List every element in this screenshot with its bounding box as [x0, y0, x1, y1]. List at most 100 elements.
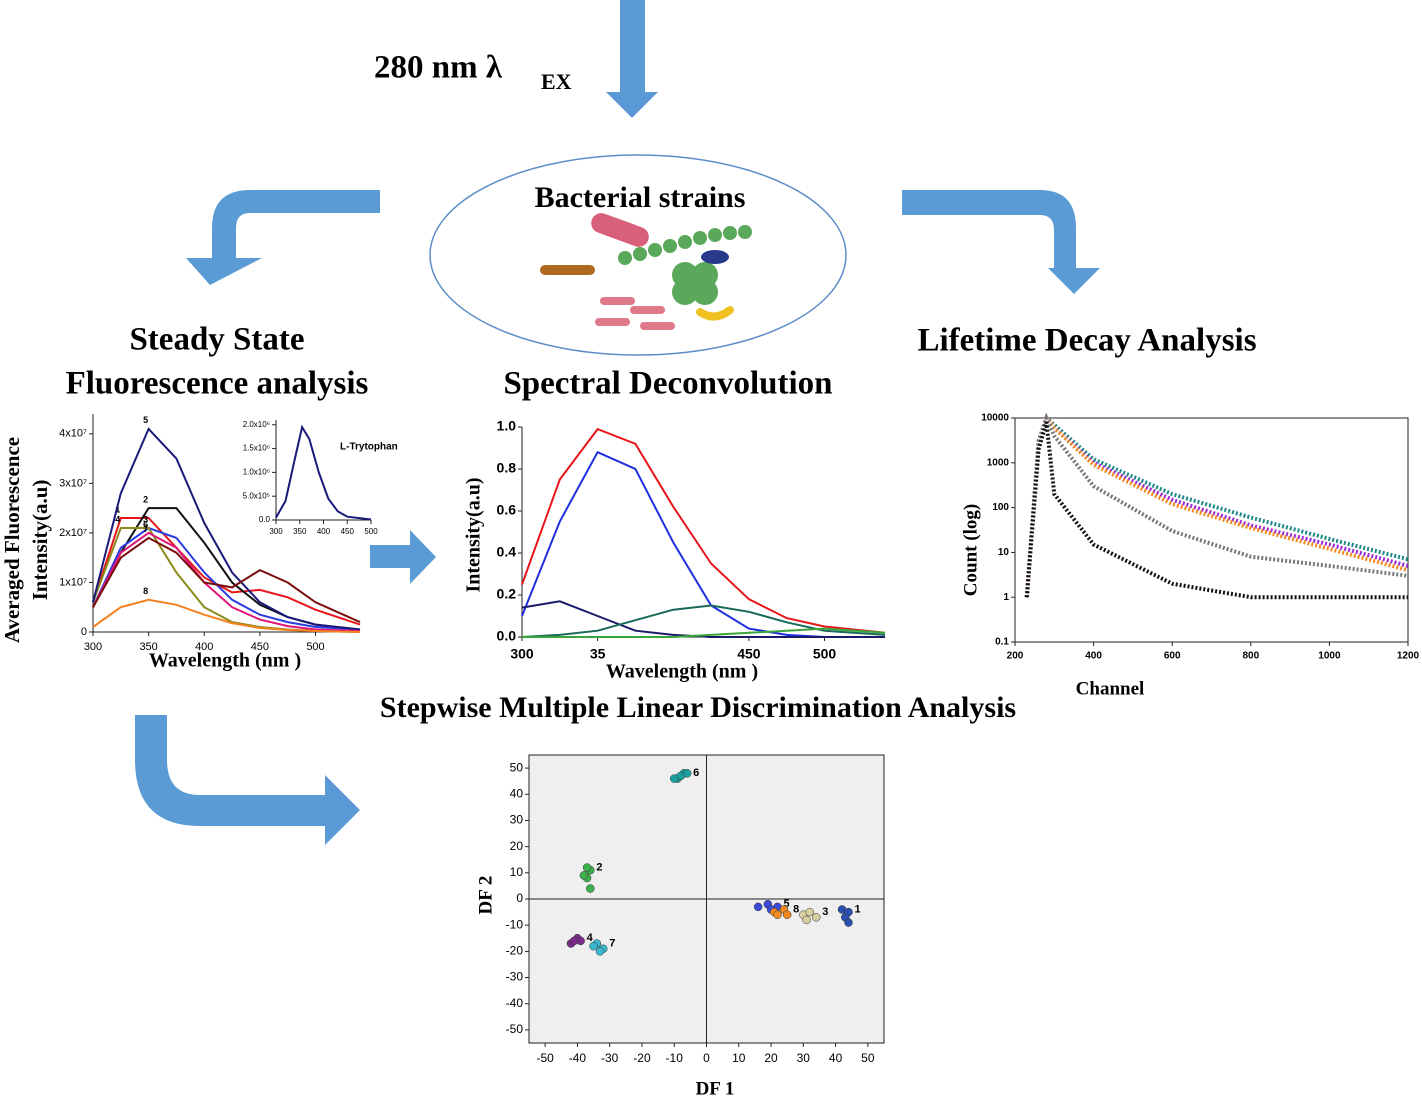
y-tick-label: -30: [506, 970, 524, 984]
series-line: [92, 598, 361, 633]
arrows: [135, 0, 1100, 845]
series-label: 8: [143, 586, 148, 596]
chart: -50 -40 -30 -20 -10 0 10 20 30 40 50-50-40-30-20-1…: [475, 754, 885, 1099]
y-tick-label: 0.4: [497, 544, 517, 560]
y-tick-label: 4x10⁷: [59, 428, 87, 440]
x-tick-label: -40: [569, 1051, 587, 1065]
y-tick-label: 0.1: [995, 637, 1009, 648]
x-tick-label: 500: [306, 641, 324, 653]
x-tick-label: 200: [1007, 651, 1024, 662]
arrow-small: [370, 530, 436, 584]
arrow-right: [902, 190, 1100, 294]
y-tick-label: -50: [506, 1022, 524, 1036]
series-line: [92, 536, 361, 624]
x-tick-label: 40: [829, 1051, 843, 1065]
bacteria: [540, 213, 752, 330]
y-tick-label: 1000: [987, 457, 1010, 468]
section-title: Lifetime Decay Analysis: [917, 323, 1256, 359]
point: [579, 871, 589, 880]
x-tick-label: 300: [510, 646, 534, 662]
x-tick-label: 35: [590, 646, 606, 662]
series-label: 4: [115, 514, 120, 524]
point: [569, 936, 579, 946]
x-tick-label: 400: [1085, 651, 1102, 662]
x-tick-label: 10: [732, 1051, 746, 1065]
x-tick-label: 600: [1164, 651, 1181, 662]
excitation-subscript: EX: [541, 69, 572, 94]
arrow-down: [606, 0, 658, 118]
y-tick-label: 10: [998, 547, 1010, 558]
x-tick-label: 450: [251, 641, 269, 653]
x-tick-label: 20: [764, 1051, 778, 1065]
x-tick-label: 350: [293, 527, 307, 536]
center-title: Bacterial strains: [535, 181, 746, 214]
x-tick-label: -30: [601, 1051, 619, 1065]
point: [811, 913, 821, 922]
series-label: 2: [143, 495, 148, 505]
series-label: 6: [143, 519, 148, 529]
y-axis-label: Intensity(a.u): [28, 480, 52, 601]
x-tick-label: 300: [269, 527, 283, 536]
series-line: [522, 627, 886, 638]
y-tick-label: 0: [516, 891, 523, 905]
cluster-label: 5: [784, 898, 790, 910]
x-tick-label: 500: [364, 527, 378, 536]
cluster-label: 3: [822, 906, 828, 918]
arrow-bottom: [135, 715, 360, 845]
series-label: L-Trytophan: [340, 442, 398, 453]
series-line: [1024, 421, 1408, 600]
y-tick-label: -40: [506, 996, 524, 1010]
x-tick-label: 500: [813, 646, 837, 662]
cluster-label: 1: [855, 903, 861, 915]
y-tick-label: -10: [506, 917, 524, 931]
y-axis-label: Averaged Fluorescence: [0, 437, 24, 643]
series-line: [275, 424, 372, 521]
y-tick-label: 2x10⁷: [59, 527, 87, 539]
y-axis-label: Intensity(a.u): [463, 477, 485, 592]
y-axis-label: Count (log): [960, 504, 981, 596]
x-axis-label: Channel: [1076, 678, 1145, 699]
ellipse: [429, 154, 847, 356]
x-tick-label: 30: [797, 1051, 811, 1065]
series-line: [92, 526, 361, 631]
point: [669, 774, 679, 783]
x-tick-label: 350: [139, 641, 157, 653]
chart: 300 35 450 500 0.0 0.2 0.4 0.6 0.8 1.0 Wavelength …: [463, 418, 886, 683]
y-tick-label: 1.5x10⁶: [243, 444, 270, 453]
y-tick-label: 1x10⁷: [59, 576, 87, 588]
x-axis-label: Wavelength (nm ): [606, 661, 758, 683]
series-line: [521, 604, 886, 638]
chart: 300 350 400 450 500 0 1x10⁷ 2x10⁷ 3x10⁷ 4x10⁷ Wave…: [0, 414, 361, 672]
point: [589, 941, 598, 951]
y-axis-label: DF 2: [475, 876, 496, 915]
section-title: Fluorescence analysis: [66, 366, 369, 402]
y-tick-label: 50: [510, 760, 524, 774]
y-tick-label: 1.0: [497, 418, 517, 434]
rod: [540, 265, 595, 275]
y-tick-label: 3x10⁷: [59, 477, 87, 489]
point: [753, 902, 763, 912]
cluster-label: 6: [693, 767, 699, 779]
y-tick-label: 20: [510, 839, 524, 853]
chart: 300 350 400 450 500 0.0 5.0x10⁵ 1.0x10⁶ 1.5x10⁶ 2…: [243, 420, 398, 536]
y-tick-label: 0: [81, 626, 87, 638]
y-tick-label: 2.0x10⁶: [243, 420, 270, 429]
y-tick-label: 5.0x10⁵: [243, 491, 270, 500]
series-line: [521, 450, 885, 638]
x-tick-label: 1200: [1397, 651, 1420, 662]
y-tick-label: 0.2: [497, 586, 517, 602]
x-tick-label: 400: [317, 527, 331, 536]
point: [586, 884, 595, 893]
y-tick-label: 10000: [981, 413, 1009, 424]
cluster-label: 7: [609, 937, 615, 949]
point: [782, 910, 792, 919]
section-title: Steady State: [129, 322, 304, 358]
y-tick-label: 1: [1003, 592, 1009, 603]
rod: [591, 213, 649, 247]
cluster-label: 8: [793, 903, 799, 915]
y-tick-label: -20: [506, 944, 524, 958]
x-tick-label: -20: [633, 1051, 651, 1065]
series-label: 1: [115, 504, 120, 514]
x-tick-label: 1000: [1318, 651, 1341, 662]
y-tick-label: 30: [510, 813, 524, 827]
